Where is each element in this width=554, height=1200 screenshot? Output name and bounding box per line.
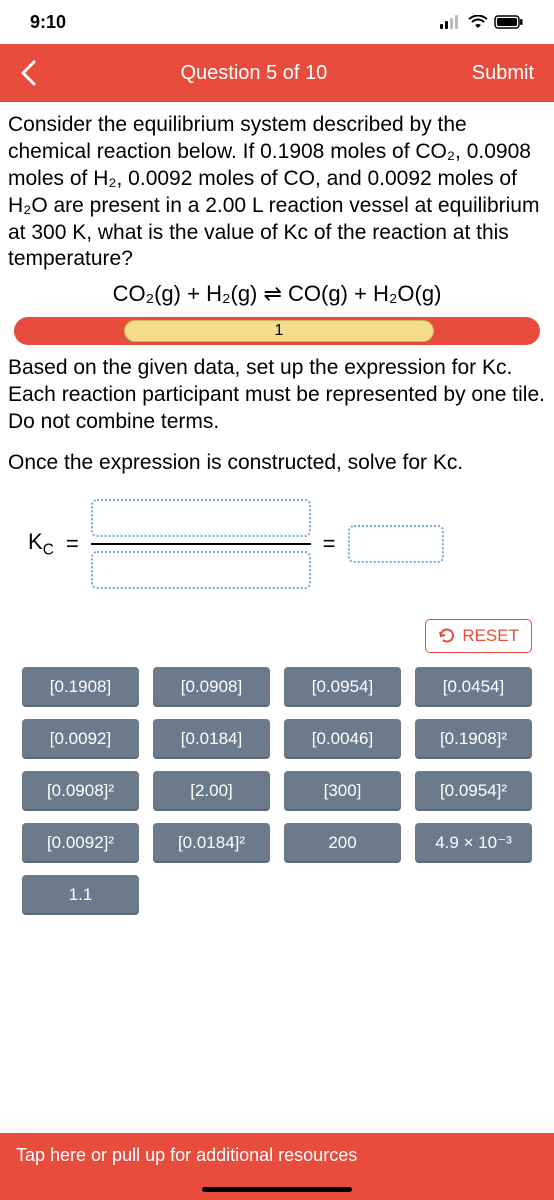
status-bar: 9:10 <box>0 0 554 44</box>
equals-sign: = <box>66 531 79 557</box>
progress-bar: 1 <box>14 317 540 345</box>
back-button[interactable] <box>20 60 36 86</box>
kc-expression-row: KC = = <box>0 491 554 619</box>
undo-icon <box>438 627 456 645</box>
answer-tile[interactable]: [0.0454] <box>415 667 532 707</box>
status-indicators <box>440 15 524 29</box>
kc-label: KC <box>28 529 54 559</box>
answer-tile[interactable]: 1.1 <box>22 875 139 915</box>
answer-tile[interactable]: 200 <box>284 823 401 863</box>
answer-tile[interactable]: [0.1908]² <box>415 719 532 759</box>
equals-sign-2: = <box>323 531 336 557</box>
numerator-slot[interactable] <box>91 499 311 537</box>
answer-tile[interactable]: [0.0954] <box>284 667 401 707</box>
home-indicator[interactable] <box>202 1187 352 1192</box>
answer-tile[interactable]: [0.0092] <box>22 719 139 759</box>
answer-tile[interactable]: 4.9 × 10⁻³ <box>415 823 532 863</box>
answer-tile[interactable]: [0.0184]² <box>153 823 270 863</box>
submit-button[interactable]: Submit <box>472 62 534 85</box>
cellular-icon <box>440 15 462 29</box>
answer-tile[interactable]: [0.0046] <box>284 719 401 759</box>
answer-tile[interactable]: [0.1908] <box>22 667 139 707</box>
header-bar: Question 5 of 10 Submit <box>0 44 554 102</box>
instruction-p1: Based on the given data, set up the expr… <box>0 355 554 450</box>
question-text: Consider the equilibrium system describe… <box>0 102 554 273</box>
reset-label: RESET <box>462 626 519 646</box>
answer-tile[interactable]: [0.0184] <box>153 719 270 759</box>
answer-tile[interactable]: [0.0908] <box>153 667 270 707</box>
answer-tile[interactable]: [0.0908]² <box>22 771 139 811</box>
answer-tile[interactable]: [0.0092]² <box>22 823 139 863</box>
chemical-equation: CO₂(g) + H₂(g) ⇌ CO(g) + H₂O(g) <box>0 273 554 313</box>
wifi-icon <box>468 15 488 29</box>
kc-fraction <box>91 499 311 589</box>
answer-tile[interactable]: [0.0954]² <box>415 771 532 811</box>
battery-icon <box>494 15 524 29</box>
result-slot[interactable] <box>348 525 444 563</box>
tile-grid: [0.1908] [0.0908] [0.0954] [0.0454] [0.0… <box>0 667 554 915</box>
status-time: 9:10 <box>30 12 66 33</box>
fraction-bar <box>91 543 311 545</box>
progress-segment-label: 1 <box>275 322 284 340</box>
answer-tile[interactable]: [2.00] <box>153 771 270 811</box>
progress-segment[interactable]: 1 <box>124 320 434 342</box>
instruction-p2: Once the expression is constructed, solv… <box>0 450 554 491</box>
answer-tile[interactable]: [300] <box>284 771 401 811</box>
denominator-slot[interactable] <box>91 551 311 589</box>
question-counter: Question 5 of 10 <box>180 62 327 85</box>
reset-button[interactable]: RESET <box>425 619 532 653</box>
resources-label: Tap here or pull up for additional resou… <box>16 1145 357 1165</box>
